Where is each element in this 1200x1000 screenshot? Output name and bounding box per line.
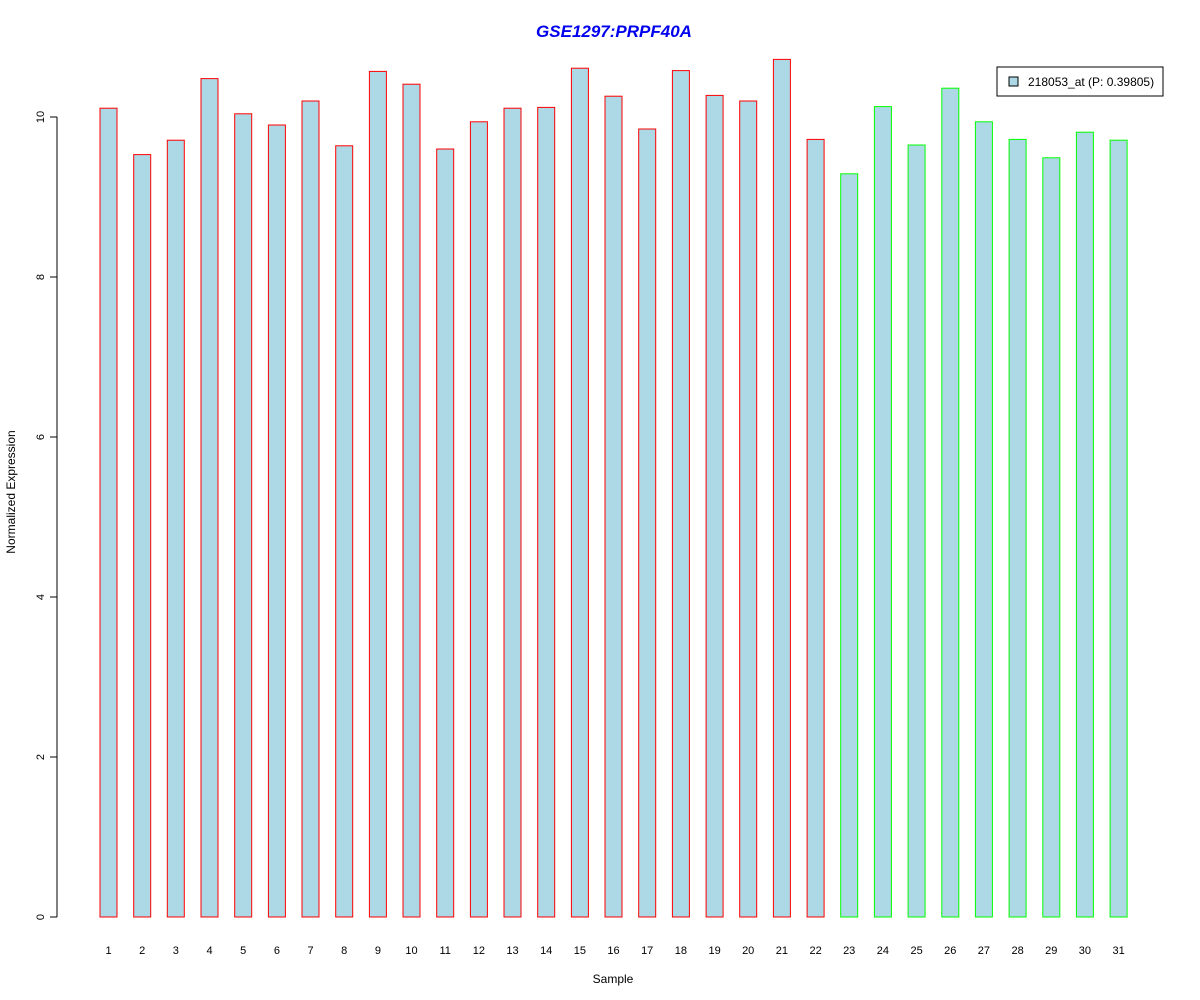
bar-sample-6: [267, 124, 286, 918]
bar-sample-22: [806, 138, 825, 918]
x-tick-label: 10: [405, 945, 417, 957]
bar-sample-18: [671, 70, 690, 918]
bar-sample-21: [772, 58, 791, 918]
bar-sample-29: [1042, 157, 1061, 918]
y-tick-label: 2: [35, 754, 47, 760]
x-tick-label: 19: [708, 945, 720, 957]
x-tick-label: 8: [341, 945, 347, 957]
y-axis-label: Normalized Expression: [4, 430, 18, 553]
x-tick-label: 2: [139, 945, 145, 957]
bar-sample-10: [402, 83, 421, 918]
bar-sample-7: [301, 100, 320, 918]
bar-sample-30: [1075, 131, 1094, 918]
bar-sample-13: [503, 107, 522, 918]
bar-sample-9: [368, 70, 387, 918]
x-tick-label: 22: [809, 945, 821, 957]
bar-sample-11: [436, 148, 455, 918]
x-tick-label: 16: [607, 945, 619, 957]
legend-label: 218053_at (P: 0.39805): [1028, 75, 1154, 89]
x-tick-label: 20: [742, 945, 754, 957]
bar-sample-16: [604, 95, 623, 918]
bar-sample-8: [335, 145, 354, 918]
x-tick-label: 21: [776, 945, 788, 957]
bar-sample-27: [974, 121, 993, 918]
y-axis: 0 2 4 6 8 10: [35, 111, 58, 920]
x-tick-label: 5: [240, 945, 246, 957]
x-tick-label: 7: [307, 945, 313, 957]
bar-sample-24: [873, 106, 892, 918]
x-tick-label: 6: [274, 945, 280, 957]
legend-swatch: [1008, 76, 1019, 87]
bar-sample-12: [469, 121, 488, 918]
bar-sample-2: [133, 154, 152, 918]
legend-box: [996, 66, 1164, 97]
x-tick-label: 11: [439, 945, 450, 957]
x-tick-label: 1: [105, 945, 111, 957]
x-axis-label: Sample: [593, 972, 634, 986]
x-tick-label: 15: [574, 945, 586, 957]
x-tick-label: 12: [473, 945, 485, 957]
bar-sample-20: [739, 100, 758, 918]
bar-sample-5: [234, 113, 253, 918]
bar-sample-25: [907, 144, 926, 918]
x-tick-label: 24: [877, 945, 889, 957]
bars: [99, 58, 1128, 918]
bar-sample-4: [200, 78, 219, 918]
bar-sample-14: [537, 106, 556, 918]
bar-sample-3: [166, 139, 185, 918]
bar-sample-23: [840, 173, 859, 918]
x-tick-label: 18: [675, 945, 687, 957]
chart-title: GSE1297:PRPF40A: [536, 22, 692, 41]
x-tick-labels: 1 2 3 4 5 6 7 8 9 10 11 12 13 14 15 16 17 18 19 20 21 22 23 24 2…: [105, 945, 1124, 957]
x-tick-label: 3: [173, 945, 179, 957]
x-tick-label: 30: [1079, 945, 1091, 957]
y-tick-label: 0: [35, 914, 47, 920]
bar-sample-19: [705, 94, 724, 918]
x-tick-label: 4: [206, 945, 212, 957]
bar-sample-17: [638, 128, 657, 918]
y-tick-label: 4: [35, 594, 47, 600]
y-tick-label: 8: [35, 274, 47, 280]
x-tick-label: 27: [978, 945, 990, 957]
x-tick-label: 23: [843, 945, 855, 957]
bar-sample-15: [570, 67, 589, 918]
x-tick-label: 31: [1112, 945, 1124, 957]
bar-sample-31: [1109, 139, 1128, 918]
x-tick-label: 17: [641, 945, 653, 957]
legend: 218053_at (P: 0.39805): [996, 66, 1164, 97]
x-tick-label: 9: [375, 945, 381, 957]
bar-sample-28: [1008, 138, 1027, 918]
x-tick-label: 26: [944, 945, 956, 957]
x-tick-label: 14: [540, 945, 552, 957]
x-tick-label: 29: [1045, 945, 1057, 957]
bar-sample-1: [99, 107, 118, 918]
x-tick-label: 25: [910, 945, 922, 957]
y-tick-label: 10: [35, 111, 47, 123]
x-tick-label: 28: [1011, 945, 1023, 957]
x-tick-label: 13: [506, 945, 518, 957]
y-tick-label: 6: [35, 434, 47, 440]
bar-sample-26: [941, 87, 960, 918]
